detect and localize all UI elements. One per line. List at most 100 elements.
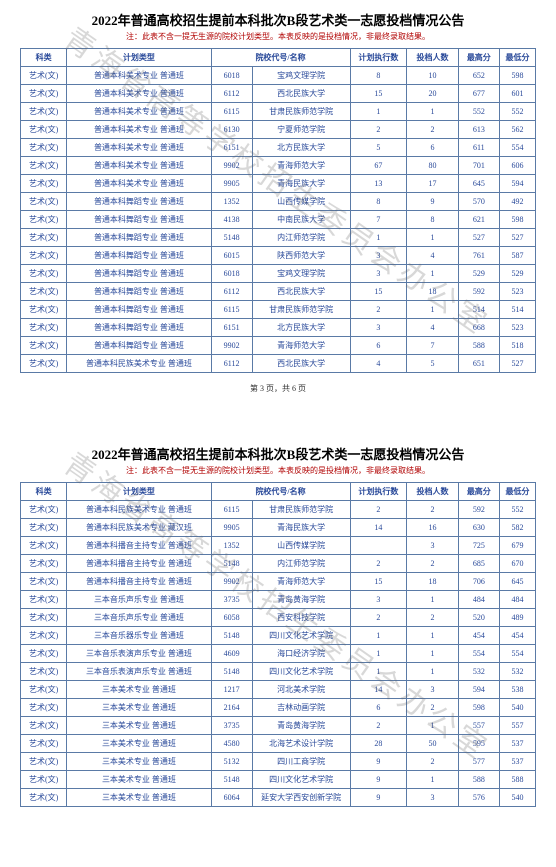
cell-admit: 18 (407, 573, 459, 591)
cell-plan: 普通本科舞蹈专业 普通班 (67, 337, 211, 355)
table-row: 艺术(文)三本音乐表演声乐专业 普通班4609海口经济学院11554554 (21, 645, 536, 663)
cell-exec: 3 (350, 265, 407, 283)
cell-code: 6115 (211, 301, 252, 319)
cell-low: 540 (499, 789, 535, 807)
cell-high: 554 (458, 645, 499, 663)
cell-name: 内江师范学院 (252, 555, 350, 573)
cell-subject: 艺术(文) (21, 789, 67, 807)
cell-high: 527 (458, 229, 499, 247)
cell-high: 706 (458, 573, 499, 591)
table-row: 艺术(文)普通本科播音主持专业 普通班5148内江师范学院22685670 (21, 555, 536, 573)
cell-code: 2164 (211, 699, 252, 717)
cell-name: 宝鸡文理学院 (252, 265, 350, 283)
cell-code: 1217 (211, 681, 252, 699)
cell-plan: 普通本科舞蹈专业 普通班 (67, 283, 211, 301)
cell-plan: 普通本科美术专业 普通班 (67, 103, 211, 121)
cell-code: 6130 (211, 121, 252, 139)
cell-subject: 艺术(文) (21, 337, 67, 355)
cell-high: 630 (458, 519, 499, 537)
table-row: 艺术(文)普通本科舞蹈专业 普通班5148内江师范学院11527527 (21, 229, 536, 247)
cell-admit: 10 (407, 67, 459, 85)
cell-low: 679 (499, 537, 535, 555)
cell-high: 725 (458, 537, 499, 555)
cell-name: 青海师范大学 (252, 573, 350, 591)
cell-exec: 14 (350, 519, 407, 537)
cell-admit: 1 (407, 663, 459, 681)
cell-code: 6151 (211, 319, 252, 337)
cell-high: 613 (458, 121, 499, 139)
cell-exec: 9 (350, 771, 407, 789)
cell-name: 内江师范学院 (252, 229, 350, 247)
section-title: 2022年普通高校招生提前本科批次B段艺术类一志愿投档情况公告 (20, 10, 536, 29)
table-row: 艺术(文)三本音乐器乐专业 普通班5148四川文化艺术学院11454454 (21, 627, 536, 645)
cell-low: 484 (499, 591, 535, 609)
table-row: 艺术(文)普通本科播音主持专业 普通班9902青海师范大学1518706645 (21, 573, 536, 591)
cell-exec: 28 (350, 735, 407, 753)
cell-plan: 普通本科舞蹈专业 普通班 (67, 193, 211, 211)
cell-high: 454 (458, 627, 499, 645)
cell-high: 598 (458, 699, 499, 717)
table-row: 艺术(文)普通本科舞蹈专业 普通班6115甘肃民族师范学院21514514 (21, 301, 536, 319)
cell-plan: 普通本科美术专业 普通班 (67, 175, 211, 193)
cell-name: 西北民族大学 (252, 283, 350, 301)
cell-name: 宁夏师范学院 (252, 121, 350, 139)
cell-name: 山西传媒学院 (252, 537, 350, 555)
cell-admit: 1 (407, 717, 459, 735)
cell-exec: 1 (350, 229, 407, 247)
cell-plan: 三本美术专业 普通班 (67, 771, 211, 789)
cell-plan: 普通本科舞蹈专业 普通班 (67, 211, 211, 229)
th-subject: 科类 (21, 49, 67, 67)
th-admit: 投档人数 (407, 483, 459, 501)
cell-high: 552 (458, 103, 499, 121)
table-row: 艺术(文)普通本科舞蹈专业 普通班1352山西传媒学院89570492 (21, 193, 536, 211)
cell-plan: 普通本科美术专业 普通班 (67, 121, 211, 139)
cell-high: 577 (458, 753, 499, 771)
cell-subject: 艺术(文) (21, 211, 67, 229)
cell-plan: 三本美术专业 普通班 (67, 699, 211, 717)
cell-admit: 1 (407, 265, 459, 283)
th-low: 最低分 (499, 483, 535, 501)
cell-plan: 普通本科舞蹈专业 普通班 (67, 229, 211, 247)
section-subtitle: 注：此表不含一提无生源的院校计划类型。本表反映的是投档情况，非最终录取结果。 (20, 465, 536, 476)
cell-subject: 艺术(文) (21, 193, 67, 211)
cell-code: 5148 (211, 771, 252, 789)
cell-subject: 艺术(文) (21, 319, 67, 337)
cell-code: 9905 (211, 519, 252, 537)
cell-plan: 普通本科美术专业 普通班 (67, 85, 211, 103)
cell-plan: 普通本科民族美术专业 普通班 (67, 355, 211, 373)
cell-exec: 2 (350, 609, 407, 627)
cell-plan: 三本音乐器乐专业 普通班 (67, 627, 211, 645)
cell-plan: 普通本科民族美术专业 普通班 (67, 501, 211, 519)
th-exec: 计划执行数 (350, 483, 407, 501)
table-row: 艺术(文)普通本科美术专业 普通班6112西北民族大学1520677601 (21, 85, 536, 103)
cell-code: 5148 (211, 229, 252, 247)
table-row: 艺术(文)普通本科舞蹈专业 普通班4138中南民族大学78621598 (21, 211, 536, 229)
cell-exec: 3 (350, 319, 407, 337)
cell-code: 6112 (211, 283, 252, 301)
cell-subject: 艺术(文) (21, 229, 67, 247)
cell-code: 3735 (211, 717, 252, 735)
cell-subject: 艺术(文) (21, 771, 67, 789)
data-table-2: 科类 计划类型 院校代号/名称 计划执行数 投档人数 最高分 最低分 艺术(文)… (20, 482, 536, 807)
cell-subject: 艺术(文) (21, 67, 67, 85)
cell-plan: 普通本科美术专业 普通班 (67, 67, 211, 85)
cell-subject: 艺术(文) (21, 663, 67, 681)
cell-low: 529 (499, 265, 535, 283)
cell-low: 527 (499, 355, 535, 373)
cell-exec: 6 (350, 699, 407, 717)
cell-low: 537 (499, 753, 535, 771)
cell-admit: 17 (407, 175, 459, 193)
cell-low: 454 (499, 627, 535, 645)
cell-admit: 1 (407, 103, 459, 121)
cell-admit: 3 (407, 681, 459, 699)
table-row: 艺术(文)三本音乐表演声乐专业 普通班5148四川文化艺术学院11532532 (21, 663, 536, 681)
announcement-section-2: 青海省高等学校招生委员会办公室 2022年普通高校招生提前本科批次B段艺术类一志… (20, 444, 536, 807)
cell-name: 西北民族大学 (252, 355, 350, 373)
table-row: 艺术(文)普通本科美术专业 普通班6018宝鸡文理学院810652598 (21, 67, 536, 85)
cell-name: 甘肃民族师范学院 (252, 501, 350, 519)
cell-code: 5148 (211, 627, 252, 645)
table-row: 艺术(文)三本美术专业 普通班5148四川文化艺术学院91588588 (21, 771, 536, 789)
cell-exec (350, 537, 407, 555)
table-row: 艺术(文)普通本科美术专业 普通班6130宁夏师范学院22613562 (21, 121, 536, 139)
cell-exec: 1 (350, 627, 407, 645)
